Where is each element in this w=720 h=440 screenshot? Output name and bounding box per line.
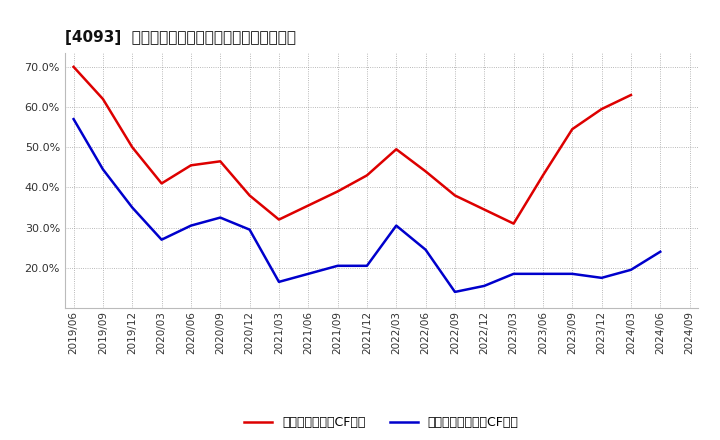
有利子負債営業CF比率 (128, 145, 137, 150)
有利子負債フリーCF比率 (598, 275, 606, 280)
有利子負債フリーCF比率 (656, 249, 665, 254)
有利子負債フリーCF比率 (421, 247, 430, 253)
有利子負債フリーCF比率 (69, 117, 78, 122)
有利子負債フリーCF比率 (509, 271, 518, 276)
有利子負債フリーCF比率 (392, 223, 400, 228)
有利子負債フリーCF比率 (451, 289, 459, 294)
有利子負債営業CF比率 (509, 221, 518, 226)
有利子負債営業CF比率 (598, 106, 606, 112)
有利子負債営業CF比率 (274, 217, 283, 222)
Line: 有利子負債フリーCF比率: 有利子負債フリーCF比率 (73, 119, 660, 292)
有利子負債フリーCF比率 (274, 279, 283, 285)
有利子負債営業CF比率 (363, 173, 372, 178)
有利子負債フリーCF比率 (246, 227, 254, 232)
有利子負債営業CF比率 (480, 207, 489, 212)
有利子負債営業CF比率 (99, 96, 107, 102)
Line: 有利子負債営業CF比率: 有利子負債営業CF比率 (73, 67, 631, 224)
有利子負債営業CF比率 (539, 173, 547, 178)
Text: [4093]  有利子負債キャッシュフロー比率の推移: [4093] 有利子負債キャッシュフロー比率の推移 (65, 29, 296, 45)
Legend: 有利子負債営業CF比率, 有利子負債フリーCF比率: 有利子負債営業CF比率, 有利子負債フリーCF比率 (240, 411, 523, 434)
有利子負債フリーCF比率 (363, 263, 372, 268)
有利子負債営業CF比率 (421, 169, 430, 174)
有利子負債フリーCF比率 (480, 283, 489, 289)
有利子負債フリーCF比率 (128, 205, 137, 210)
有利子負債フリーCF比率 (539, 271, 547, 276)
有利子負債営業CF比率 (216, 159, 225, 164)
有利子負債フリーCF比率 (333, 263, 342, 268)
有利子負債営業CF比率 (246, 193, 254, 198)
有利子負債営業CF比率 (69, 64, 78, 70)
有利子負債フリーCF比率 (157, 237, 166, 242)
有利子負債営業CF比率 (186, 163, 195, 168)
有利子負債営業CF比率 (333, 189, 342, 194)
有利子負債営業CF比率 (157, 181, 166, 186)
有利子負債営業CF比率 (451, 193, 459, 198)
有利子負債営業CF比率 (304, 203, 312, 208)
有利子負債フリーCF比率 (568, 271, 577, 276)
有利子負債フリーCF比率 (216, 215, 225, 220)
有利子負債営業CF比率 (568, 127, 577, 132)
有利子負債フリーCF比率 (99, 167, 107, 172)
有利子負債フリーCF比率 (304, 271, 312, 276)
有利子負債フリーCF比率 (626, 267, 635, 272)
有利子負債営業CF比率 (626, 92, 635, 98)
有利子負債フリーCF比率 (186, 223, 195, 228)
有利子負債営業CF比率 (392, 147, 400, 152)
